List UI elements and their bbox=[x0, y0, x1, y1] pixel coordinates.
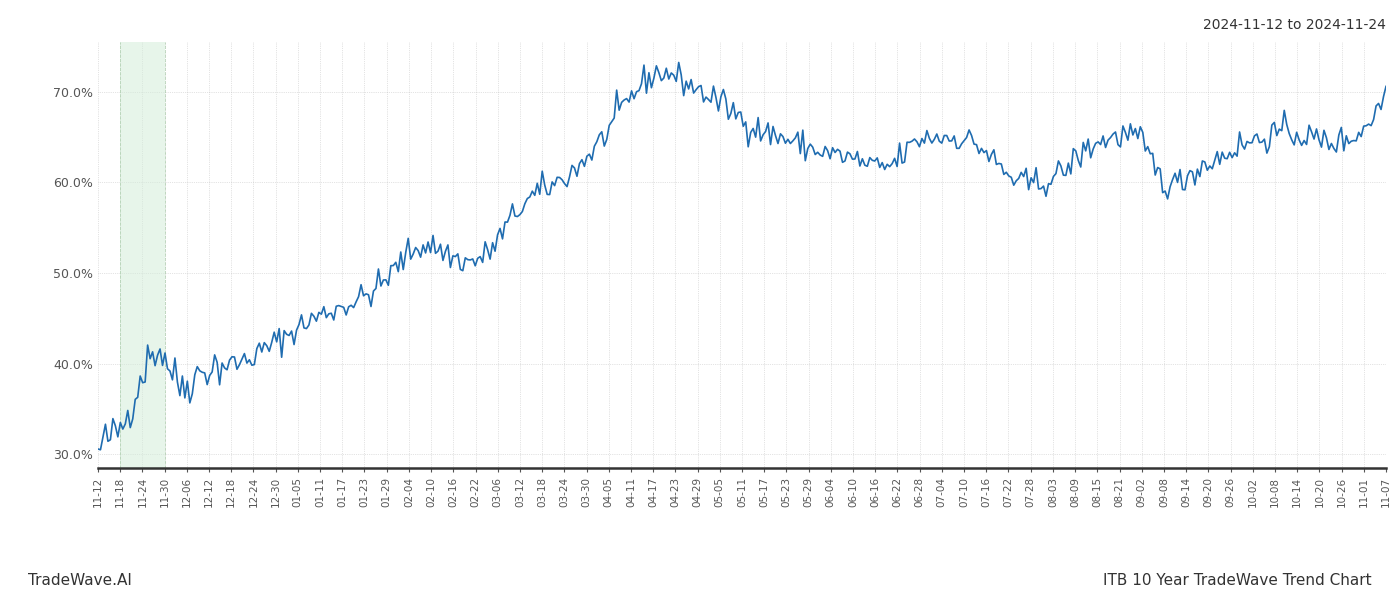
Text: ITB 10 Year TradeWave Trend Chart: ITB 10 Year TradeWave Trend Chart bbox=[1103, 573, 1372, 588]
Bar bbox=[120, 42, 165, 468]
Text: TradeWave.AI: TradeWave.AI bbox=[28, 573, 132, 588]
Text: 2024-11-12 to 2024-11-24: 2024-11-12 to 2024-11-24 bbox=[1203, 18, 1386, 32]
